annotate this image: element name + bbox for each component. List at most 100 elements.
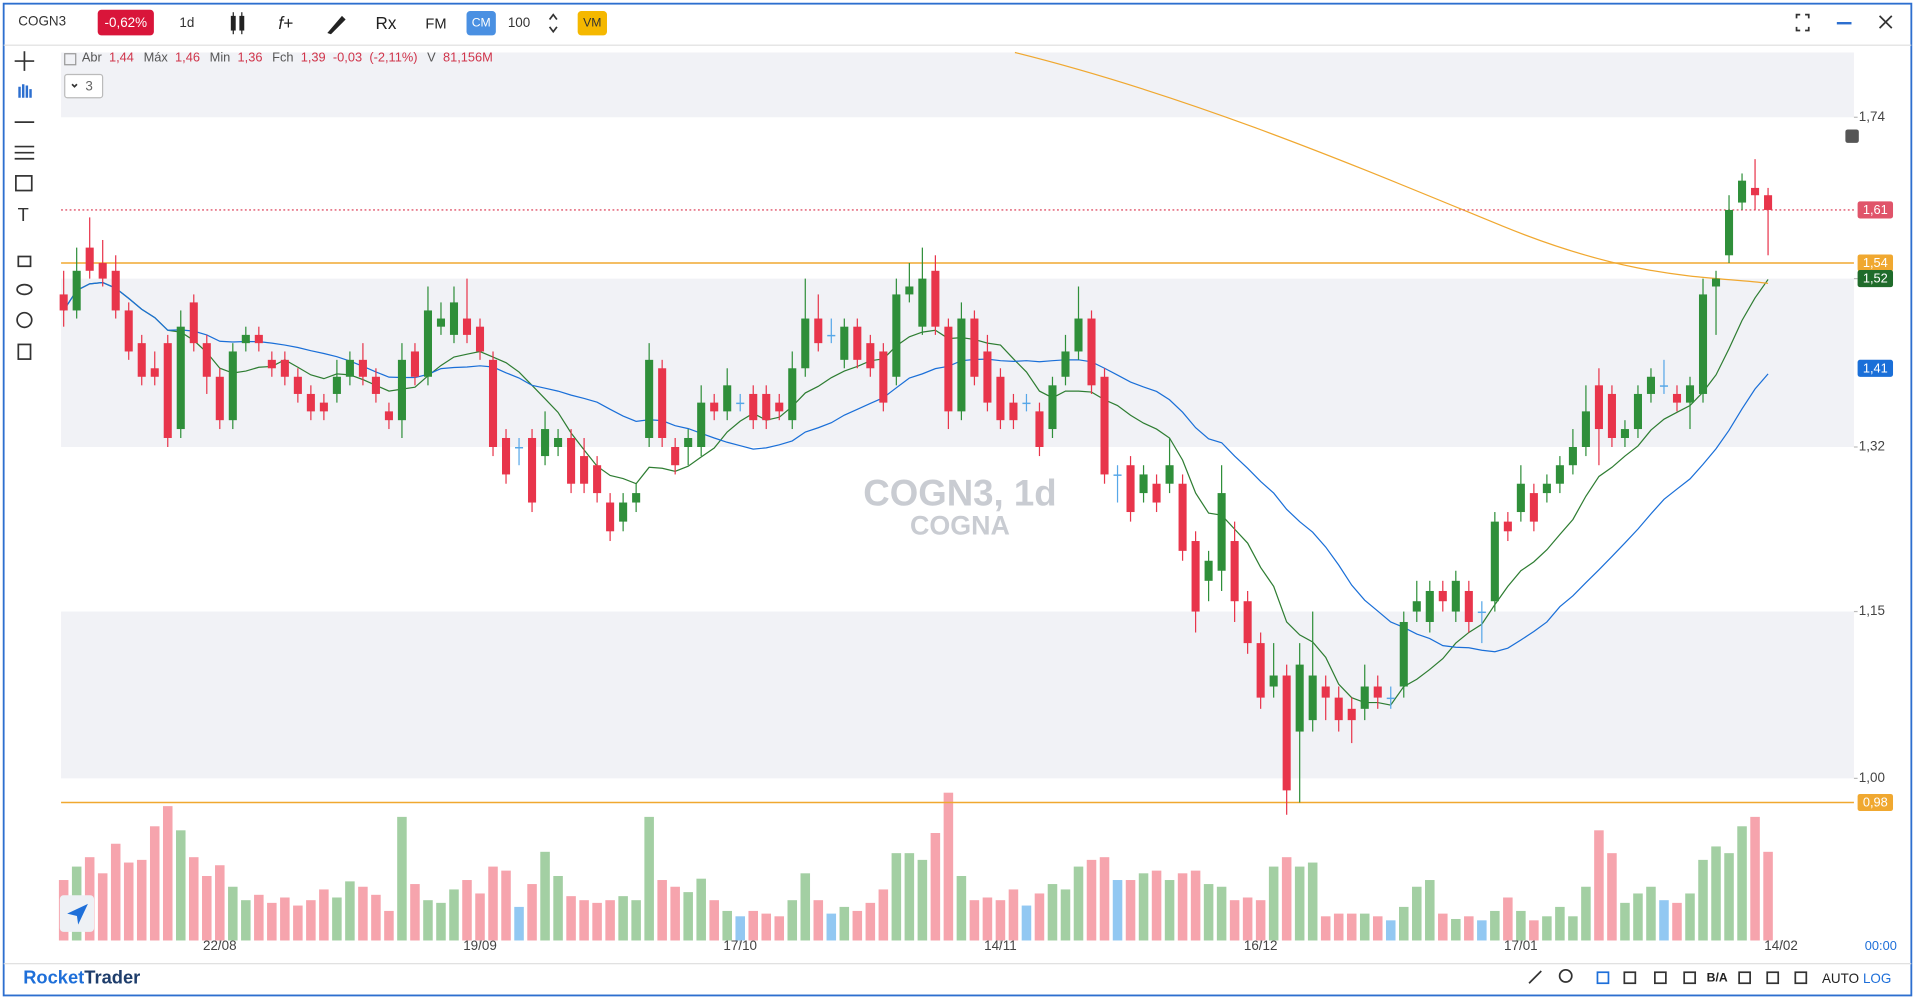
candle-body <box>280 359 289 377</box>
ruler-icon[interactable] <box>1528 970 1542 984</box>
candle-body <box>1451 580 1460 612</box>
volume-bar <box>878 889 889 941</box>
print-icon[interactable] <box>1794 971 1808 985</box>
candle-body <box>1217 493 1226 571</box>
candle-body <box>606 502 615 532</box>
candle-type-icon[interactable] <box>230 12 245 35</box>
volume-bar <box>1555 906 1565 941</box>
scale-icon[interactable] <box>1683 971 1697 985</box>
zoom-icon[interactable] <box>1558 968 1573 983</box>
candle-body <box>358 359 367 377</box>
watermark-subtitle: COGNA <box>910 511 1010 541</box>
bars-icon[interactable] <box>1596 971 1610 985</box>
fib-tool[interactable] <box>14 145 35 160</box>
candle-body <box>1035 411 1044 448</box>
nav-button[interactable] <box>59 895 95 932</box>
help-tool[interactable] <box>16 311 33 329</box>
volume-bar <box>1294 866 1305 941</box>
candle-body <box>1178 483 1187 551</box>
volume-bar <box>332 897 342 941</box>
candle-body <box>85 247 94 271</box>
grid-band <box>61 611 1854 779</box>
log-button[interactable]: LOG <box>1863 971 1891 986</box>
count[interactable]: 100 <box>508 15 530 30</box>
grid-icon[interactable] <box>1654 971 1667 985</box>
candle-body <box>1321 686 1330 698</box>
auto-button[interactable]: AUTO <box>1822 971 1859 986</box>
book-icon[interactable] <box>1738 971 1751 985</box>
draw-icon[interactable] <box>327 15 346 35</box>
candle-body <box>1477 611 1486 614</box>
volume-bar <box>280 897 290 941</box>
candle-body <box>228 351 237 421</box>
candle-body <box>866 343 875 369</box>
candle-body <box>593 465 602 494</box>
collapse-box[interactable] <box>64 53 77 66</box>
grid-band <box>61 52 1854 118</box>
candle-body <box>163 343 172 438</box>
hand-tool[interactable] <box>18 84 32 98</box>
cm-button[interactable] <box>466 10 496 36</box>
volume-bar <box>1346 913 1357 941</box>
x-tick-label: 14/11 <box>984 938 1017 953</box>
candle-body <box>1633 393 1642 430</box>
interval[interactable]: 1d <box>179 15 194 30</box>
candle-body <box>410 351 419 377</box>
volume-bar <box>1307 862 1318 941</box>
crosshair-tool[interactable] <box>14 51 35 71</box>
candle-body <box>879 351 888 403</box>
candle-body <box>1152 483 1161 503</box>
chevron <box>71 83 78 88</box>
settings-icon[interactable] <box>1845 129 1859 143</box>
symbol[interactable]: COGN3 <box>18 14 66 29</box>
volume-bar <box>1477 920 1487 941</box>
candle-body <box>983 351 992 403</box>
volume-bar <box>1425 880 1435 941</box>
volume-bar <box>1242 897 1253 941</box>
candle-body <box>267 359 276 369</box>
x-tick-label: 16/12 <box>1244 938 1278 953</box>
volume-bar <box>891 853 902 941</box>
vm-button[interactable] <box>577 10 607 36</box>
trash-tool[interactable] <box>17 343 32 360</box>
candle-body <box>397 359 406 421</box>
volume-bar <box>410 884 420 941</box>
rx-icon[interactable]: Rx <box>375 14 396 33</box>
indicator-collapse[interactable] <box>64 73 104 99</box>
indicator-icon[interactable]: f+ <box>278 14 293 33</box>
candle-body <box>1555 465 1564 484</box>
candle-body <box>1308 675 1317 721</box>
candle-body <box>658 368 667 438</box>
candle-body <box>1061 351 1070 377</box>
volume-bar <box>553 875 563 941</box>
candle-body <box>1295 664 1304 732</box>
volume-icon[interactable] <box>1623 971 1637 985</box>
volume-bar <box>475 893 485 941</box>
candle-body <box>723 385 732 412</box>
fm-icon[interactable]: FM <box>425 16 446 32</box>
ba-button[interactable]: B/A <box>1707 971 1728 985</box>
indicator-count: 3 <box>85 78 92 93</box>
long-moving-average <box>1014 51 1769 284</box>
candle-body <box>202 343 211 377</box>
candle-body <box>59 294 68 311</box>
list-icon[interactable] <box>1766 971 1780 985</box>
eye-tool[interactable] <box>16 283 33 296</box>
candle-body <box>840 326 849 360</box>
candle-body <box>345 359 354 377</box>
volume-bar <box>1190 870 1201 941</box>
shape-tool[interactable] <box>15 175 33 192</box>
text-tool[interactable]: T <box>18 204 29 225</box>
volume-bar <box>735 916 745 941</box>
spinner[interactable] <box>548 13 558 34</box>
volume-bar <box>1034 893 1045 941</box>
close-icon[interactable] <box>1878 15 1893 29</box>
fullscreen-icon[interactable] <box>1795 13 1810 32</box>
lock-tool[interactable] <box>17 255 32 268</box>
volume-bar <box>436 902 446 941</box>
candle-body <box>436 318 446 327</box>
y-tick-label: 1,00 <box>1859 770 1885 785</box>
volume-bar <box>384 910 394 941</box>
volume-bar <box>1021 905 1032 941</box>
